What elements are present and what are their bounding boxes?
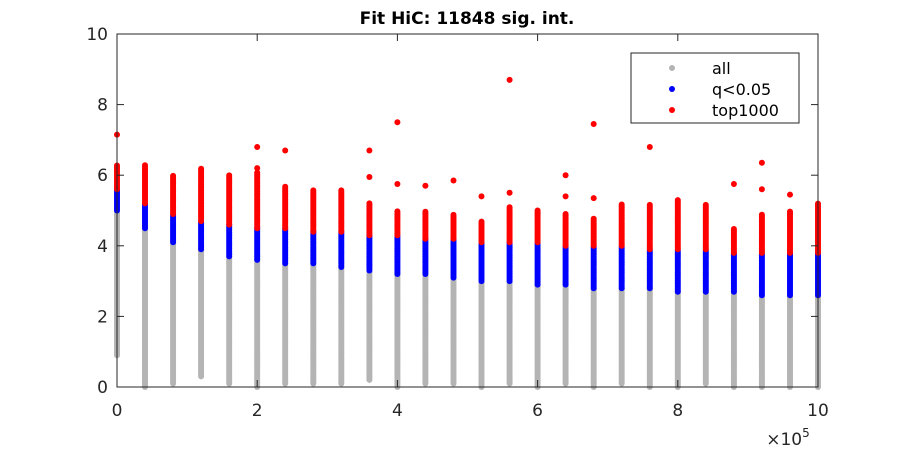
ticks-layer: 0 2 4 6 8 10 0 2 4 6 8 10 (86, 25, 828, 421)
point-top1000-outlier (590, 121, 597, 127)
point-top1000-outlier (366, 174, 373, 180)
axes-box (116, 33, 819, 388)
point-top1000-outlier (394, 119, 401, 126)
point-top1000 (394, 208, 401, 215)
x-exponent-label: ×105 (766, 426, 810, 450)
point-top1000-outlier (787, 191, 793, 198)
point-top1000-outlier (506, 189, 513, 196)
point-top1000 (590, 215, 597, 222)
point-top1000 (338, 187, 345, 194)
legend-marker-q (669, 86, 675, 92)
y-tick-label: 8 (97, 96, 108, 116)
point-top1000 (226, 172, 233, 179)
point-top1000 (198, 165, 205, 172)
point-top1000 (506, 204, 513, 211)
legend-label-top: top1000 (712, 101, 779, 120)
point-top1000-outlier (282, 147, 289, 154)
point-top1000-outlier (758, 159, 765, 166)
point-top1000 (142, 162, 148, 169)
point-top1000 (478, 218, 485, 225)
y-tick-label: 10 (86, 25, 108, 45)
point-top1000-outlier (366, 147, 373, 154)
x-tick-label: 4 (392, 401, 403, 421)
point-top1000-outlier (254, 165, 261, 172)
point-top1000 (534, 207, 541, 214)
x-tick-label: 0 (112, 401, 123, 421)
point-top1000 (450, 211, 457, 218)
point-top1000-outlier (590, 195, 597, 202)
point-top1000 (422, 208, 429, 215)
point-top1000 (787, 208, 793, 215)
point-top1000 (282, 183, 289, 190)
point-top1000-outlier (254, 144, 261, 150)
x-tick-label: 6 (532, 401, 543, 421)
point-top1000 (562, 211, 569, 217)
y-tick-label: 4 (97, 237, 108, 257)
legend-marker-all (669, 65, 675, 71)
point-top1000-outlier (478, 193, 485, 200)
x-tick-label: 2 (252, 401, 263, 421)
point-top1000-outlier (506, 76, 513, 83)
points-layer (114, 76, 821, 390)
point-top1000-outlier (422, 182, 429, 189)
y-tick-label: 0 (97, 378, 108, 398)
point-top1000 (730, 226, 737, 232)
point-top1000 (646, 201, 653, 208)
y-tick-label: 2 (97, 307, 108, 327)
point-top1000-outlier (562, 172, 569, 179)
point-top1000-outlier (394, 181, 401, 187)
point-top1000 (254, 169, 261, 176)
x-exponent-power: 5 (802, 426, 810, 440)
point-top1000-outlier (562, 193, 569, 200)
legend: all q<0.05 top1000 (630, 52, 800, 124)
series-all (114, 207, 821, 390)
chart-title: Fit HiC: 11848 sig. int. (360, 9, 575, 29)
point-top1000 (618, 201, 625, 208)
point-top1000 (702, 201, 709, 208)
series-q-0-05 (114, 186, 821, 299)
legend-marker-top (669, 107, 675, 113)
legend-label-q: q<0.05 (712, 80, 771, 99)
point-top1000 (170, 172, 177, 179)
series-top1000 (114, 162, 821, 256)
point-top1000-outlier (758, 186, 765, 193)
point-top1000-outlier (450, 177, 457, 184)
point-top1000-outlier (646, 144, 653, 150)
point-top1000 (674, 197, 681, 204)
point-top1000-outlier (730, 181, 737, 187)
point-top1000 (758, 211, 765, 218)
legend-label-all: all (712, 59, 731, 78)
x-tick-label: 10 (807, 401, 829, 421)
x-exponent-base: ×10 (766, 430, 802, 450)
point-top1000 (366, 200, 373, 207)
x-tick-label: 8 (672, 401, 683, 421)
point-top1000 (310, 187, 317, 194)
y-tick-label: 6 (97, 166, 108, 186)
legend-box (630, 52, 800, 124)
